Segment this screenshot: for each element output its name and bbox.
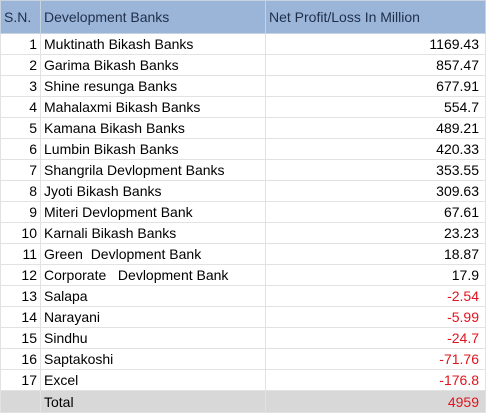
header-net-profit[interactable]: Net Profit/Loss In Million [265, 0, 486, 34]
net-profit-cell[interactable]: -71.76 [265, 348, 486, 370]
sn-cell[interactable]: 16 [0, 348, 41, 370]
bank-name-cell[interactable]: Miteri Devlopment Bank [40, 201, 266, 223]
table-row: 2 Garima Bikash Banks 857.47 [0, 54, 486, 76]
net-profit-cell[interactable]: 353.55 [265, 159, 486, 181]
sn-cell[interactable]: 12 [0, 264, 41, 286]
table-row: 1 Muktinath Bikash Banks 1169.43 [0, 33, 486, 55]
bank-name-cell[interactable]: Shangrila Devlopment Banks [40, 159, 266, 181]
bank-name-cell[interactable]: Lumbin Bikash Banks [40, 138, 266, 160]
sn-cell[interactable]: 17 [0, 369, 41, 391]
net-profit-cell[interactable]: 677.91 [265, 75, 486, 97]
sn-cell[interactable]: 3 [0, 75, 41, 97]
net-profit-cell[interactable]: 18.87 [265, 243, 486, 265]
table-row: 15 Sindhu -24.7 [0, 327, 486, 349]
net-profit-cell[interactable]: 23.23 [265, 222, 486, 244]
sn-cell[interactable]: 11 [0, 243, 41, 265]
sn-cell[interactable]: 6 [0, 138, 41, 160]
bank-name-cell[interactable]: Narayani [40, 306, 266, 328]
table-row: 9 Miteri Devlopment Bank 67.61 [0, 201, 486, 223]
header-row: S.N. Development Banks Net Profit/Loss I… [0, 0, 486, 34]
total-label-cell[interactable]: Total [40, 390, 266, 413]
table-row: 12 Corporate Devlopment Bank 17.9 [0, 264, 486, 286]
sn-cell[interactable]: 2 [0, 54, 41, 76]
sn-cell[interactable]: 5 [0, 117, 41, 139]
bank-name-cell[interactable]: Saptakoshi [40, 348, 266, 370]
table-row: 17 Excel -176.8 [0, 369, 486, 391]
sn-cell[interactable]: 7 [0, 159, 41, 181]
net-profit-cell[interactable]: 67.61 [265, 201, 486, 223]
bank-name-cell[interactable]: Karnali Bikash Banks [40, 222, 266, 244]
table-row: 13 Salapa -2.54 [0, 285, 486, 307]
net-profit-cell[interactable]: 489.21 [265, 117, 486, 139]
header-sn[interactable]: S.N. [0, 0, 41, 34]
table-row: 14 Narayani -5.99 [0, 306, 486, 328]
total-value-cell[interactable]: 4959 [265, 390, 486, 413]
table-row: 4 Mahalaxmi Bikash Banks 554.7 [0, 96, 486, 118]
table-body: 1 Muktinath Bikash Banks 1169.43 2 Garima Bi… [0, 33, 486, 391]
net-profit-cell[interactable]: 17.9 [265, 264, 486, 286]
bank-name-cell[interactable]: Sindhu [40, 327, 266, 349]
bank-name-cell[interactable]: Kamana Bikash Banks [40, 117, 266, 139]
sn-cell[interactable]: 4 [0, 96, 41, 118]
bank-name-cell[interactable]: Jyoti Bikash Banks [40, 180, 266, 202]
table-row: 3 Shine resunga Banks 677.91 [0, 75, 486, 97]
total-sn-cell[interactable] [0, 390, 41, 413]
table-row: 8 Jyoti Bikash Banks 309.63 [0, 180, 486, 202]
table-row: 7 Shangrila Devlopment Banks 353.55 [0, 159, 486, 181]
sn-cell[interactable]: 14 [0, 306, 41, 328]
table-row: 6 Lumbin Bikash Banks 420.33 [0, 138, 486, 160]
table-row: 10 Karnali Bikash Banks 23.23 [0, 222, 486, 244]
bank-name-cell[interactable]: Green Devlopment Bank [40, 243, 266, 265]
net-profit-cell[interactable]: 1169.43 [265, 33, 486, 55]
table-row: 16 Saptakoshi -71.76 [0, 348, 486, 370]
bank-name-cell[interactable]: Mahalaxmi Bikash Banks [40, 96, 266, 118]
header-bank-name[interactable]: Development Banks [40, 0, 266, 34]
sn-cell[interactable]: 9 [0, 201, 41, 223]
bank-name-cell[interactable]: Corporate Devlopment Bank [40, 264, 266, 286]
bank-name-cell[interactable]: Garima Bikash Banks [40, 54, 266, 76]
sn-cell[interactable]: 1 [0, 33, 41, 55]
table-row: 11 Green Devlopment Bank 18.87 [0, 243, 486, 265]
net-profit-cell[interactable]: 857.47 [265, 54, 486, 76]
net-profit-cell[interactable]: 554.7 [265, 96, 486, 118]
net-profit-cell[interactable]: -24.7 [265, 327, 486, 349]
net-profit-cell[interactable]: 420.33 [265, 138, 486, 160]
sn-cell[interactable]: 8 [0, 180, 41, 202]
net-profit-cell[interactable]: 309.63 [265, 180, 486, 202]
net-profit-cell[interactable]: -2.54 [265, 285, 486, 307]
net-profit-cell[interactable]: -5.99 [265, 306, 486, 328]
sn-cell[interactable]: 13 [0, 285, 41, 307]
sn-cell[interactable]: 10 [0, 222, 41, 244]
bank-name-cell[interactable]: Muktinath Bikash Banks [40, 33, 266, 55]
total-row: Total 4959 [0, 390, 486, 413]
bank-name-cell[interactable]: Salapa [40, 285, 266, 307]
sn-cell[interactable]: 15 [0, 327, 41, 349]
net-profit-cell[interactable]: -176.8 [265, 369, 486, 391]
table-row: 5 Kamana Bikash Banks 489.21 [0, 117, 486, 139]
bank-name-cell[interactable]: Shine resunga Banks [40, 75, 266, 97]
bank-name-cell[interactable]: Excel [40, 369, 266, 391]
